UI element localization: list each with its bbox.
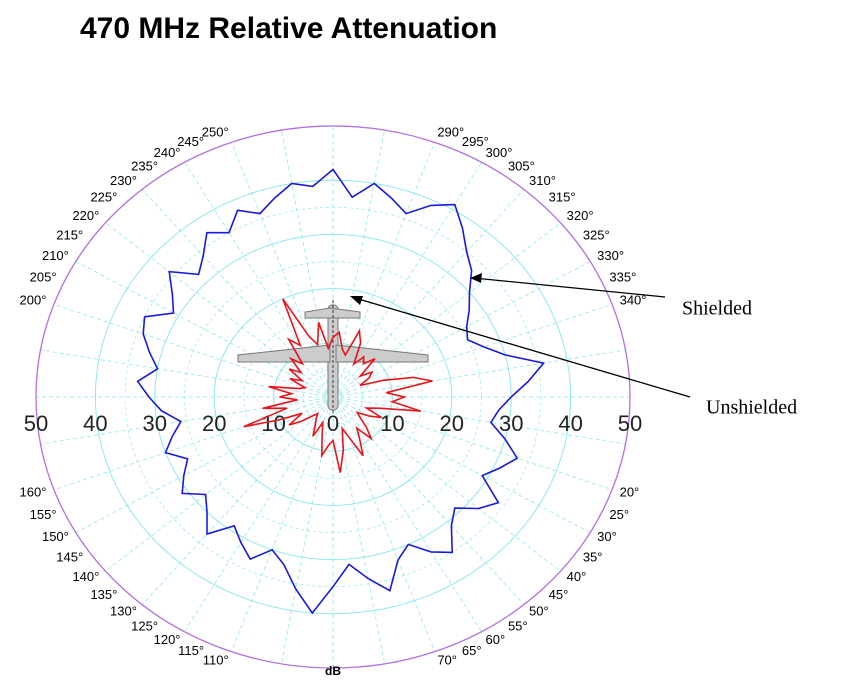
angle-tick-label: 205° bbox=[30, 270, 57, 285]
r-tick-label: 40 bbox=[558, 411, 582, 436]
angle-tick-label: 110° bbox=[203, 652, 229, 667]
radial-grid-line bbox=[333, 189, 524, 397]
angle-tick-label: 305° bbox=[508, 158, 535, 173]
r-tick-label: 20 bbox=[440, 411, 464, 436]
r-tick-label: 30 bbox=[143, 411, 167, 436]
angle-tick-label: 335° bbox=[609, 270, 636, 285]
angle-tick-label: 30° bbox=[597, 529, 617, 544]
r-tick-label: 20 bbox=[202, 411, 226, 436]
angle-tick-label: 325° bbox=[583, 227, 610, 242]
radial-grid-line bbox=[333, 223, 561, 397]
angle-tick-label: 250° bbox=[202, 124, 229, 139]
angle-tick-label: 155° bbox=[30, 507, 57, 522]
angle-tick-label: 45° bbox=[549, 587, 569, 602]
r-tick-label: 50 bbox=[24, 411, 48, 436]
angle-tick-label: 25° bbox=[609, 507, 629, 522]
angle-tick-label: 225° bbox=[90, 190, 117, 205]
angle-tick-label: 215° bbox=[56, 227, 83, 242]
angle-tick-label: 55° bbox=[508, 619, 528, 634]
angle-tick-label: 120° bbox=[154, 632, 181, 647]
angle-tick-label: 50° bbox=[529, 604, 549, 619]
r-tick-label: 50 bbox=[618, 411, 642, 436]
r-tick-label: 40 bbox=[83, 411, 107, 436]
angle-tick-label: 65° bbox=[462, 643, 482, 658]
angle-tick-label: 220° bbox=[72, 208, 99, 223]
angle-tick-label: 60° bbox=[486, 632, 506, 647]
angle-tick-label: 125° bbox=[131, 619, 158, 634]
angle-tick-label: 115° bbox=[178, 643, 204, 658]
annotation: Shielded bbox=[682, 298, 752, 320]
angle-tick-label: 330° bbox=[597, 248, 624, 263]
chart-title: 470 MHz Relative Attenuation bbox=[80, 12, 497, 45]
angle-tick-label: 40° bbox=[567, 569, 587, 584]
angle-tick-label: 310° bbox=[529, 173, 556, 188]
angle-tick-label: 145° bbox=[56, 550, 83, 565]
r-tick-label: 0 bbox=[327, 411, 339, 436]
arrow bbox=[474, 278, 665, 297]
annotation: Unshielded bbox=[706, 397, 797, 419]
angle-tick-label: 235° bbox=[131, 158, 158, 173]
angle-tick-label: 70° bbox=[437, 652, 457, 667]
angle-tick-label: 150° bbox=[42, 529, 69, 544]
angle-tick-label: 35° bbox=[583, 550, 603, 565]
angle-tick-label: 140° bbox=[72, 569, 99, 584]
r-tick-label: 30 bbox=[499, 411, 523, 436]
angle-tick-label: 160° bbox=[20, 485, 47, 500]
angle-tick-label: 210° bbox=[42, 248, 69, 263]
angle-tick-label: 130° bbox=[110, 604, 137, 619]
angle-tick-label: 245° bbox=[177, 134, 204, 149]
angle-tick-label: 320° bbox=[567, 208, 594, 223]
angle-tick-label: 200° bbox=[20, 292, 47, 307]
airplane-icon bbox=[238, 300, 428, 415]
angle-tick-label: 290° bbox=[437, 124, 464, 139]
arrow bbox=[355, 298, 690, 397]
angle-tick-label: 230° bbox=[110, 173, 137, 188]
chart: 470 MHz Relative Attenuation 01010202030… bbox=[0, 0, 852, 682]
angle-tick-label: 315° bbox=[549, 190, 576, 205]
angle-tick-label: 20° bbox=[620, 485, 640, 500]
angle-tick-label: 135° bbox=[90, 587, 117, 602]
axis-label: dB bbox=[325, 664, 341, 678]
r-tick-label: 10 bbox=[380, 411, 404, 436]
